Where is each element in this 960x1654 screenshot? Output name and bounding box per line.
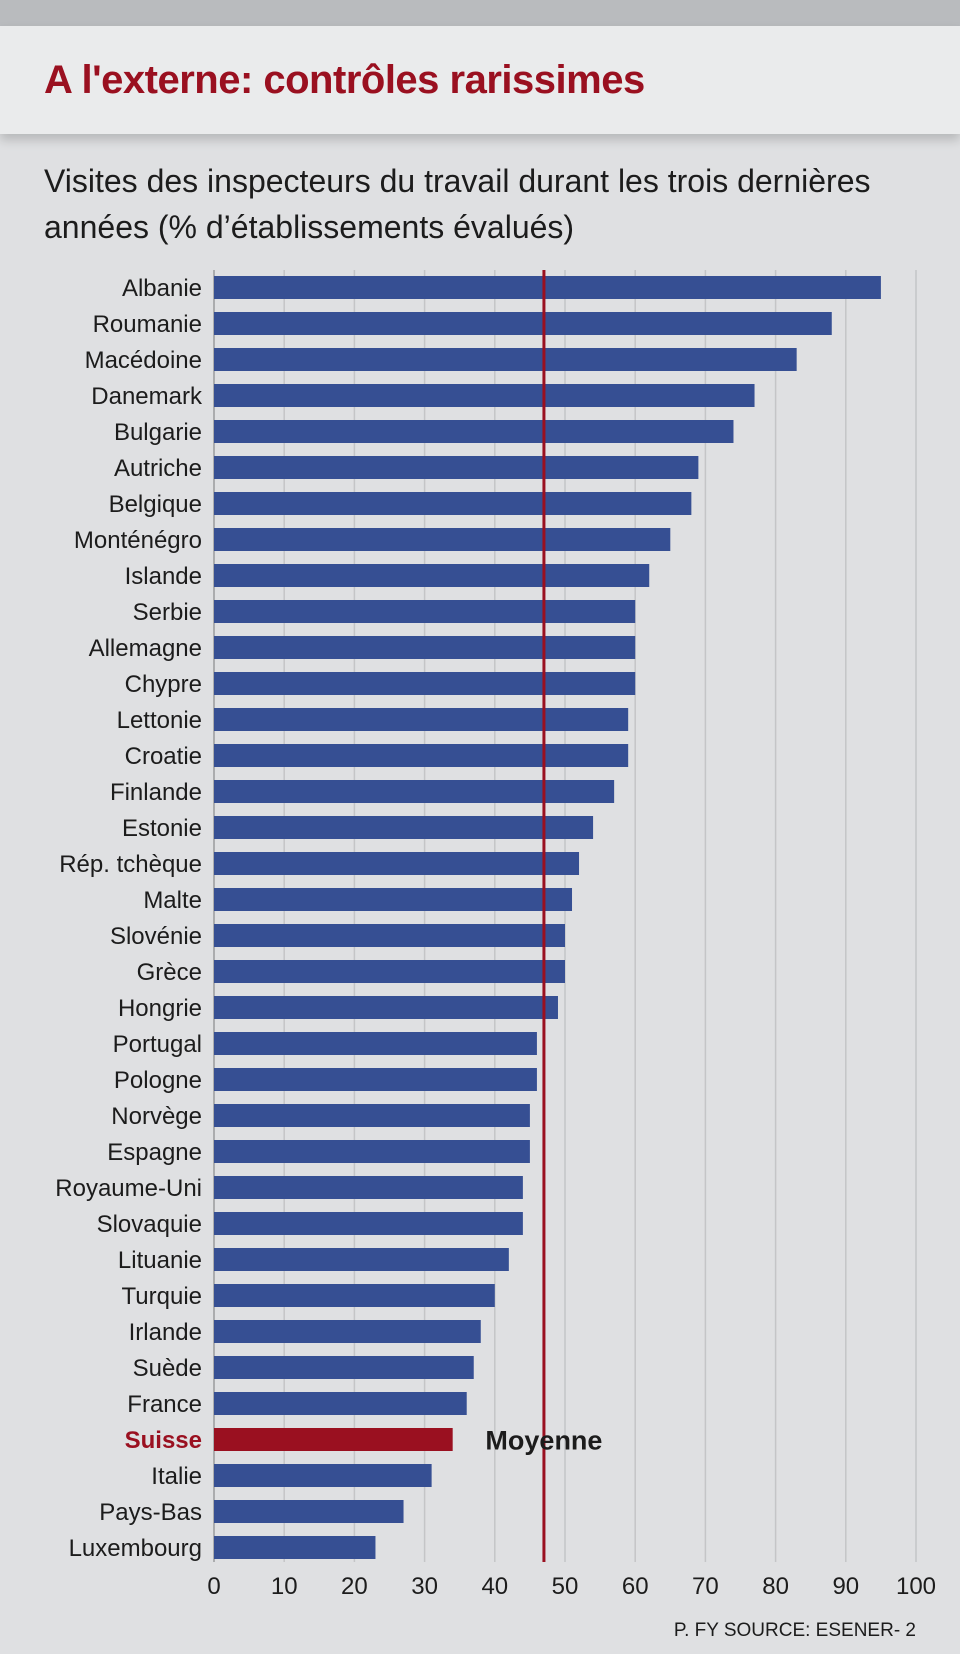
- category-label: Danemark: [91, 383, 203, 410]
- bar: [214, 1212, 523, 1235]
- category-label: Slovénie: [110, 923, 202, 950]
- category-label: Islande: [125, 563, 202, 590]
- bar: [214, 852, 580, 875]
- top-strip: [0, 0, 960, 26]
- x-tick-label: 50: [552, 1573, 579, 1600]
- category-label: Hongrie: [118, 995, 202, 1022]
- category-label: Lituanie: [118, 1247, 202, 1274]
- category-label: Suède: [133, 1355, 202, 1382]
- chart-subtitle: Visites des inspecteurs du travail duran…: [44, 163, 871, 245]
- bar: [214, 816, 594, 839]
- category-label: Pays-Bas: [99, 1499, 202, 1526]
- x-tick-label: 30: [411, 1573, 438, 1600]
- category-label: Italie: [151, 1463, 202, 1490]
- category-label: Finlande: [110, 779, 202, 806]
- bar: [214, 888, 573, 911]
- bar: [214, 528, 671, 551]
- bar-highlight: [214, 1428, 453, 1451]
- bar: [214, 780, 615, 803]
- bar: [214, 636, 636, 659]
- x-tick-label: 80: [762, 1573, 789, 1600]
- bar: [214, 1320, 481, 1343]
- category-label: Irlande: [129, 1319, 202, 1346]
- bar: [214, 1032, 537, 1055]
- category-label: Portugal: [113, 1031, 202, 1058]
- bar: [214, 348, 797, 371]
- x-tick-label: 70: [692, 1573, 719, 1600]
- category-label: Grèce: [137, 959, 202, 986]
- category-label: Macédoine: [85, 347, 202, 374]
- category-label: Autriche: [114, 455, 202, 482]
- bar: [214, 420, 734, 443]
- bar: [214, 1176, 523, 1199]
- category-label: Norvège: [111, 1103, 202, 1130]
- x-tick-label: 90: [832, 1573, 859, 1600]
- bar: [214, 708, 629, 731]
- bar: [214, 1284, 495, 1307]
- bar: [214, 1356, 474, 1379]
- category-label: Suisse: [125, 1427, 202, 1454]
- x-tick-label: 20: [341, 1573, 368, 1600]
- category-label: Bulgarie: [114, 419, 202, 446]
- bar: [214, 384, 755, 407]
- category-label: Belgique: [109, 491, 202, 518]
- category-label: Malte: [143, 887, 202, 914]
- category-label: Luxembourg: [69, 1535, 202, 1562]
- category-label: France: [127, 1391, 202, 1418]
- category-label: Monténégro: [74, 527, 202, 554]
- chart-title: A l'externe: contrôles rarissimes: [44, 58, 645, 102]
- bar: [214, 1392, 467, 1415]
- bar: [214, 312, 832, 335]
- x-tick-label: 60: [622, 1573, 649, 1600]
- category-label: Albanie: [122, 275, 202, 302]
- bar: [214, 1536, 376, 1559]
- x-tick-label: 100: [896, 1573, 936, 1600]
- category-label: Allemagne: [89, 635, 202, 662]
- bar: [214, 600, 636, 623]
- x-tick-label: 10: [271, 1573, 298, 1600]
- bar: [214, 1500, 404, 1523]
- category-label: Slovaquie: [97, 1211, 202, 1238]
- category-label: Lettonie: [117, 707, 202, 734]
- bar: [214, 1068, 537, 1091]
- bar: [214, 564, 650, 587]
- bar: [214, 996, 558, 1019]
- category-label: Croatie: [125, 743, 202, 770]
- bar: [214, 1464, 432, 1487]
- category-label: Royaume-Uni: [55, 1175, 202, 1202]
- title-band: A l'externe: contrôles rarissimes: [0, 26, 960, 134]
- x-tick-label: 40: [481, 1573, 508, 1600]
- category-label: Pologne: [114, 1067, 202, 1094]
- bar: [214, 672, 636, 695]
- category-label: Espagne: [107, 1139, 202, 1166]
- x-tick-label: 0: [207, 1573, 220, 1600]
- source-note: P. FY SOURCE: ESENER- 2: [673, 1620, 916, 1641]
- bar: [214, 276, 881, 299]
- average-label: Moyenne: [485, 1426, 602, 1456]
- bar: [214, 960, 565, 983]
- bar: [214, 456, 699, 479]
- bar: [214, 744, 629, 767]
- bar: [214, 492, 692, 515]
- category-label: Roumanie: [93, 311, 202, 338]
- category-label: Rép. tchèque: [59, 851, 202, 878]
- bar: [214, 924, 565, 947]
- bar: [214, 1248, 509, 1271]
- category-label: Serbie: [133, 599, 202, 626]
- category-label: Chypre: [125, 671, 202, 698]
- category-label: Turquie: [122, 1283, 202, 1310]
- bar: [214, 1104, 530, 1127]
- bar: [214, 1140, 530, 1163]
- category-label: Estonie: [122, 815, 202, 842]
